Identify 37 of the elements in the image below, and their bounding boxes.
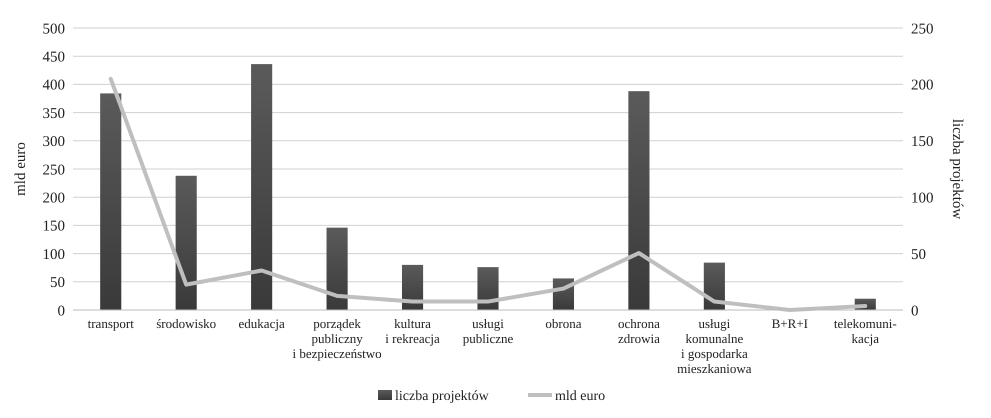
legend-label: liczba projektów bbox=[395, 389, 490, 404]
y-tick-label: 500 bbox=[42, 21, 65, 38]
y2-tick-label: 150 bbox=[911, 134, 934, 150]
y-axis-title: mld euro bbox=[13, 142, 29, 196]
bar bbox=[100, 93, 122, 310]
x-tick-label: kultura i rekreacja bbox=[385, 316, 440, 346]
bar bbox=[176, 176, 197, 310]
y-tick-label: 150 bbox=[42, 218, 65, 235]
y-tick-label: 50 bbox=[50, 275, 65, 292]
y2-tick-label: 100 bbox=[911, 190, 934, 206]
y-tick-label: 0 bbox=[58, 303, 65, 320]
y2-tick-label: 250 bbox=[911, 21, 934, 38]
bar bbox=[326, 228, 348, 310]
y2-tick-label: 50 bbox=[911, 246, 926, 263]
y-tick-label: 300 bbox=[42, 134, 65, 150]
y-tick-label: 350 bbox=[42, 106, 65, 122]
x-tick-label: środowisko bbox=[156, 316, 216, 331]
legend-label: mld euro bbox=[555, 389, 606, 404]
y-tick-label: 200 bbox=[42, 190, 65, 206]
y2-axis-title: liczba projektów bbox=[949, 118, 965, 220]
x-tick-label: B+R+I bbox=[772, 316, 808, 331]
y2-tick-label: 200 bbox=[911, 78, 934, 94]
y-tick-label: 100 bbox=[42, 246, 65, 263]
bar bbox=[628, 91, 650, 310]
x-tick-label: transport bbox=[88, 316, 134, 331]
y-tick-label: 250 bbox=[42, 162, 65, 178]
bar bbox=[251, 64, 272, 310]
x-tick-label: edukacja bbox=[238, 316, 285, 331]
x-tick-label: ochrona zdrowia bbox=[618, 316, 660, 346]
y-tick-label: 450 bbox=[42, 49, 65, 66]
x-tick-label: usługi publiczne bbox=[462, 316, 514, 346]
x-tick-label: usługi komunalne i gospodarka mieszkaniowa bbox=[677, 316, 752, 376]
x-tick-label: porządek publiczny i bezpieczeństwo bbox=[292, 316, 382, 361]
y-tick-label: 400 bbox=[42, 78, 65, 94]
x-tick-label: obrona bbox=[545, 316, 582, 331]
y2-tick-label: 0 bbox=[911, 303, 918, 320]
x-tick-label: telekomuni- kacja bbox=[834, 316, 897, 346]
